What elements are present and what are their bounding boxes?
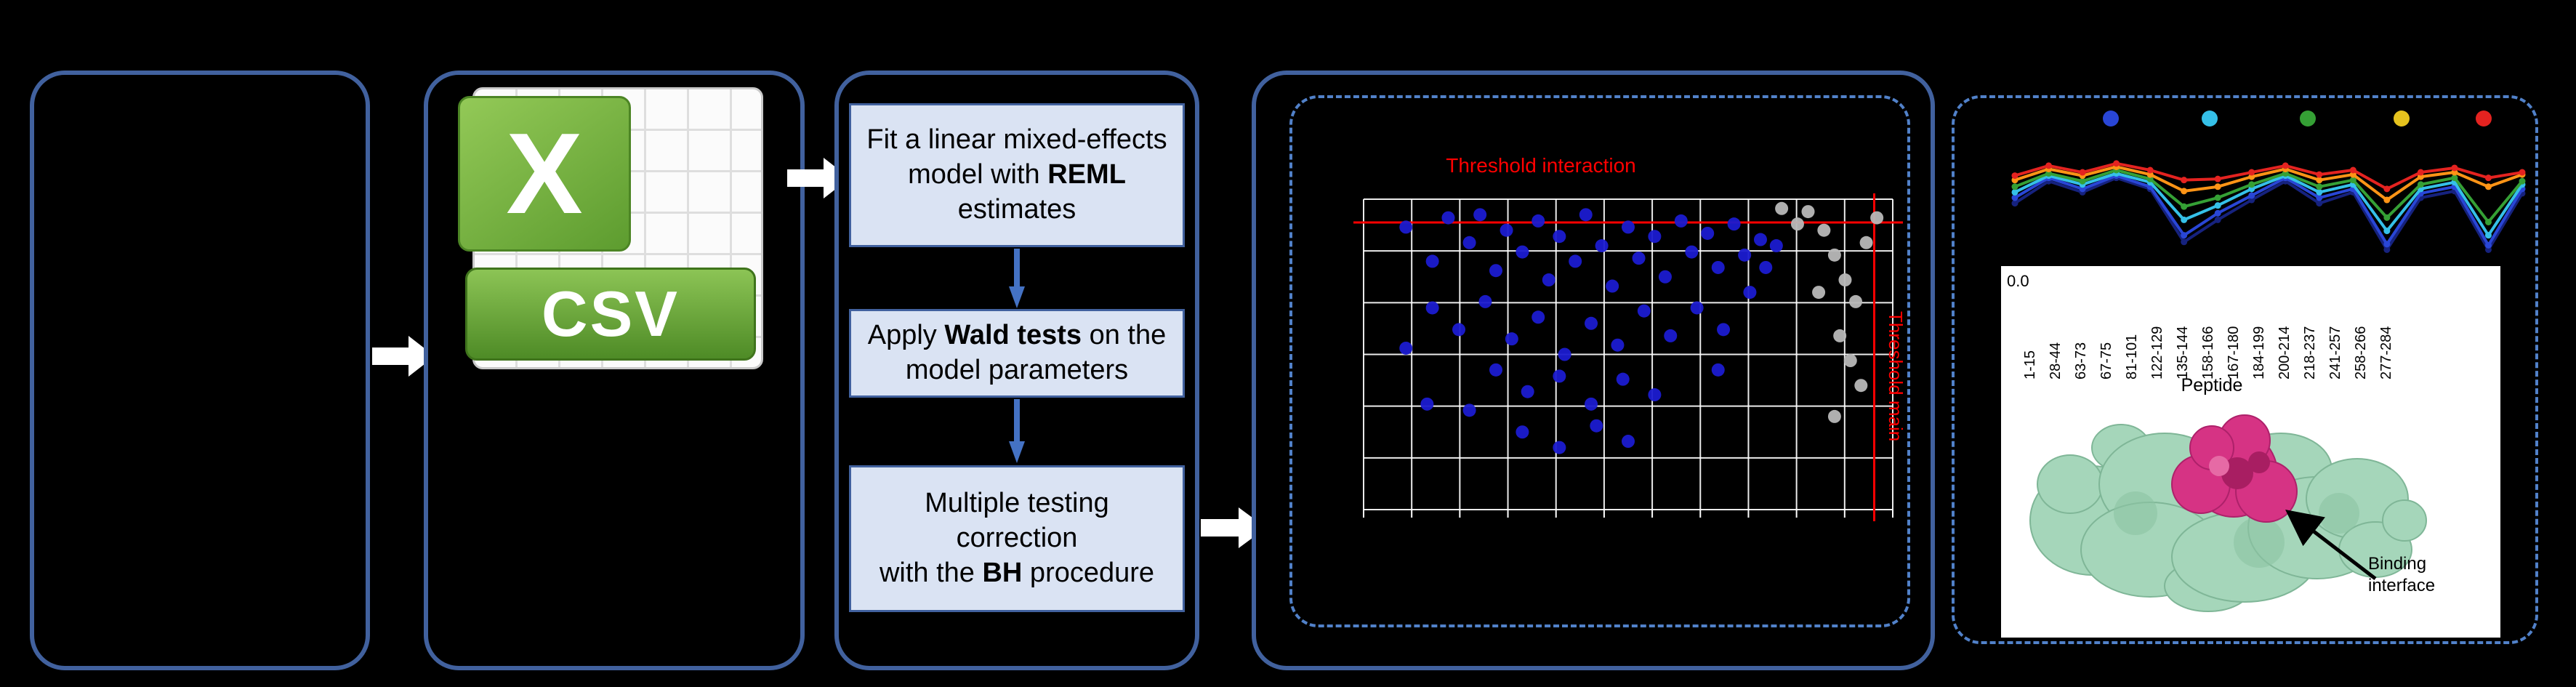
- legend-dot: [2103, 111, 2120, 126]
- peptide-tick-label: 184-199: [2250, 326, 2267, 379]
- peptide-tick-label: 122-129: [2149, 326, 2165, 379]
- peptide-tick-label: 277-284: [2378, 326, 2394, 379]
- peptide-tick-label: 218-237: [2301, 326, 2318, 379]
- deuteration-line-chart: [2011, 160, 2526, 253]
- peptide-tick-label: 200-214: [2276, 326, 2293, 379]
- peptide-tick-label: 167-180: [2225, 326, 2242, 379]
- csv-file-icon: X CSV: [458, 86, 763, 377]
- threshold-main-label: Threshold main: [1885, 311, 1907, 442]
- peptide-tick-label: 241-257: [2327, 326, 2343, 379]
- legend-dot: [2201, 111, 2218, 126]
- legend-dot: [2475, 111, 2492, 126]
- flow-arrow-1: [372, 336, 435, 377]
- protein-structure: [2029, 414, 2427, 612]
- y-axis-tick-label: 0.0: [2007, 272, 2029, 290]
- peptide-axis-area: 0.0 1-15 28-44 63-73 67-75 81-101 122-129 135-…: [2001, 266, 2500, 638]
- binding-interface-arrow: [2285, 509, 2377, 580]
- pipeline-step-bh: Multiple testing correction with the BH p…: [849, 465, 1185, 612]
- legend-dot: [2299, 111, 2316, 126]
- volcano-panel-outer: [1252, 71, 1935, 670]
- peptide-tick-label: 135-144: [2174, 326, 2191, 379]
- results-panel-dashed: [1952, 95, 2538, 644]
- flow-arrow-3: [1201, 507, 1266, 548]
- peptide-tick-label: 158-166: [2199, 326, 2216, 379]
- csv-format-badge: CSV: [465, 268, 756, 361]
- peptide-tick-label: 67-75: [2098, 342, 2114, 379]
- peptide-tick-label: 1-15: [2021, 350, 2038, 379]
- peptide-tick-label: 81-101: [2123, 334, 2140, 379]
- peptide-axis-title: Peptide: [2181, 375, 2243, 395]
- pipeline-arrow-2: [1009, 399, 1025, 463]
- pipeline-arrow-1: [1009, 249, 1025, 308]
- excel-x-logo: X: [458, 96, 631, 252]
- series-legend-dots: [2008, 111, 2529, 128]
- threshold-interaction-label: Threshold interaction: [1446, 154, 1636, 177]
- peptide-tick-label: 63-73: [2072, 342, 2089, 379]
- peptide-tick-labels: 1-15 28-44 63-73 67-75 81-101 122-129 135-144 1…: [2001, 270, 2500, 381]
- pipeline-step-wald: Apply Wald tests on the model parameters: [849, 309, 1185, 398]
- legend-dot: [2394, 111, 2410, 126]
- binding-interface-label: Binding interface: [2368, 554, 2436, 595]
- peptide-tick-label: 258-266: [2352, 326, 2369, 379]
- flow-arrow-2: [787, 158, 850, 198]
- peptide-tick-label: 28-44: [2047, 342, 2064, 379]
- volcano-panel-dashed: [1289, 95, 1910, 627]
- binding-interface-region-magenta: [2171, 414, 2298, 523]
- input-panel: [30, 71, 370, 670]
- volcano-scatter-plot: [1353, 193, 1903, 521]
- pipeline-step-reml: Fit a linear mixed-effects model with RE…: [849, 103, 1185, 247]
